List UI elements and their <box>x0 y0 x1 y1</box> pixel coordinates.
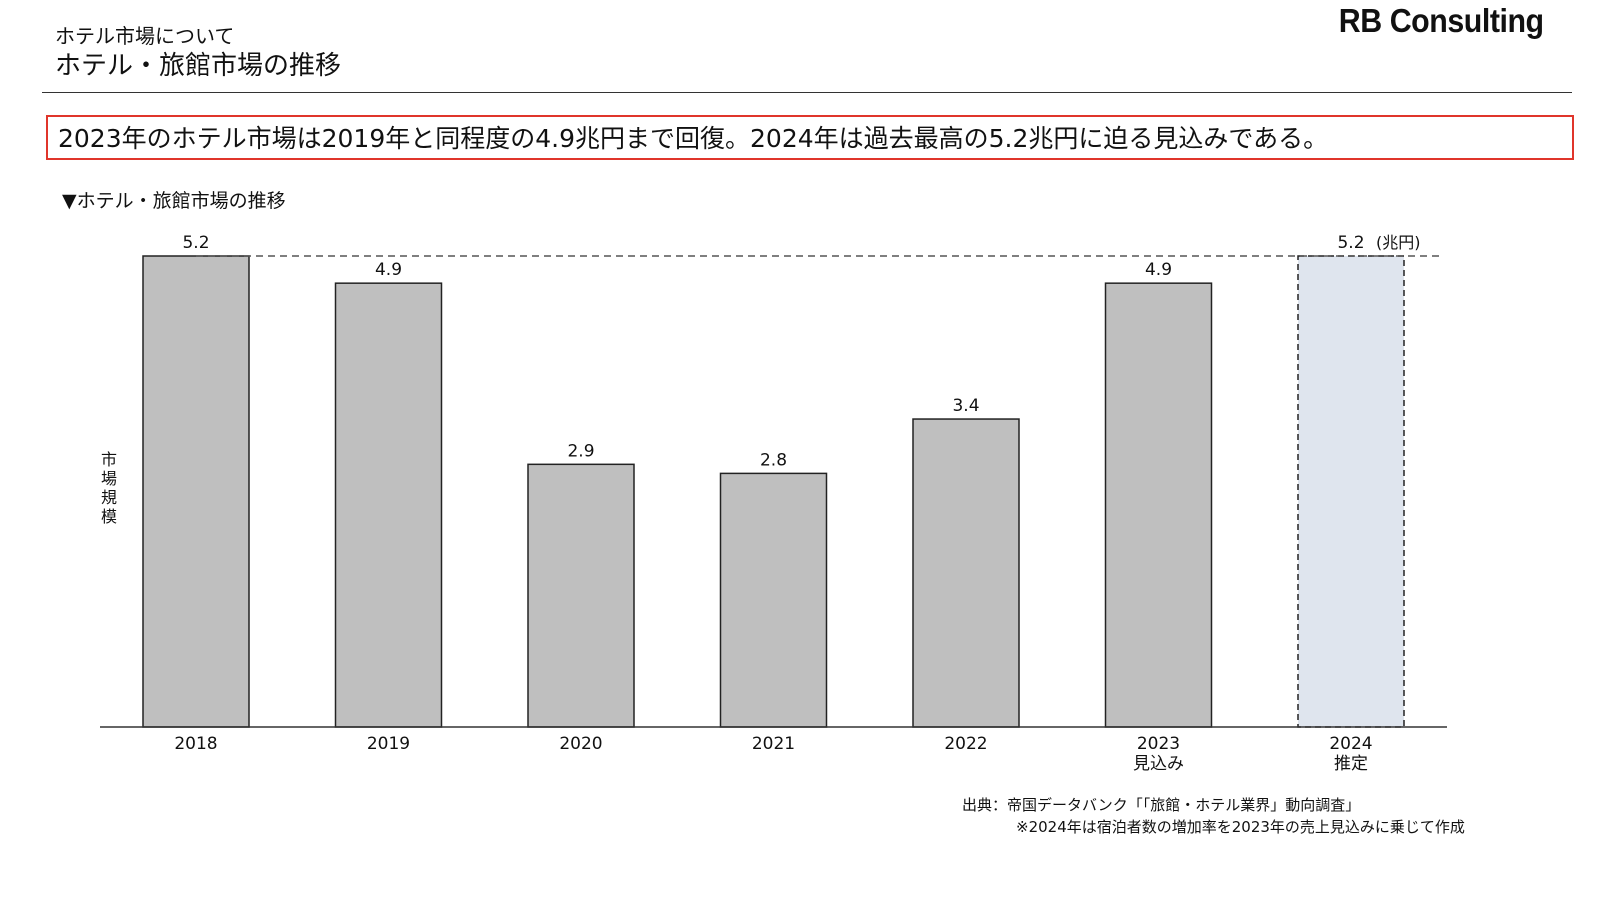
bar-2020 <box>527 463 635 728</box>
page-subtitle: ホテル市場について <box>55 24 235 48</box>
chart-caption: ▼ホテル・旅館市場の推移 <box>62 190 286 212</box>
bar-2019 <box>334 282 443 728</box>
x-tick-label-2018: 2018 <box>174 734 217 754</box>
source-footnote: ※2024年は宿泊者数の増加率を2023年の売上見込みに乗じて作成 <box>1016 818 1465 836</box>
company-logo: RB Consulting <box>1339 2 1544 39</box>
value-label-2018: 5.2 <box>182 233 209 253</box>
x-tick-label-2023: 2023 <box>1137 734 1180 754</box>
value-label-2019: 4.9 <box>375 260 402 280</box>
x-tick-label-2020: 2020 <box>559 734 602 754</box>
bar-2021 <box>719 472 828 728</box>
value-label-2022: 3.4 <box>952 396 979 416</box>
x-tick-label-2024: 2024 <box>1329 734 1372 754</box>
x-tick-label-2021: 2021 <box>752 734 795 754</box>
page-title: ホテル・旅館市場の推移 <box>55 51 342 81</box>
value-label-2021: 2.8 <box>760 450 787 470</box>
value-label-2020: 2.9 <box>567 441 594 461</box>
source-note: 出典：帝国データバンク「「旅館・ホテル業界」動向調査」 <box>962 796 1361 814</box>
unit-label: (兆円) <box>1376 233 1421 252</box>
header-divider <box>42 92 1572 93</box>
bar-2018 <box>142 255 250 728</box>
value-label-2023: 4.9 <box>1145 260 1172 280</box>
bar-2022 <box>912 418 1020 728</box>
bar-2023 <box>1104 282 1213 728</box>
bar-2024 <box>1297 255 1405 728</box>
y-axis-label: 市場規模 <box>100 450 117 526</box>
headline-text: 2023年のホテル市場は2019年と同程度の4.9兆円まで回復。2024年は過去… <box>58 124 1329 153</box>
headline-box <box>46 115 1574 160</box>
x-tick-label-2022: 2022 <box>944 734 987 754</box>
x-tick-sublabel-2024: 推定 <box>1334 754 1368 774</box>
x-tick-sublabel-2023: 見込み <box>1133 754 1184 774</box>
value-label-2024: 5.2 <box>1337 233 1364 253</box>
x-tick-label-2019: 2019 <box>367 734 410 754</box>
